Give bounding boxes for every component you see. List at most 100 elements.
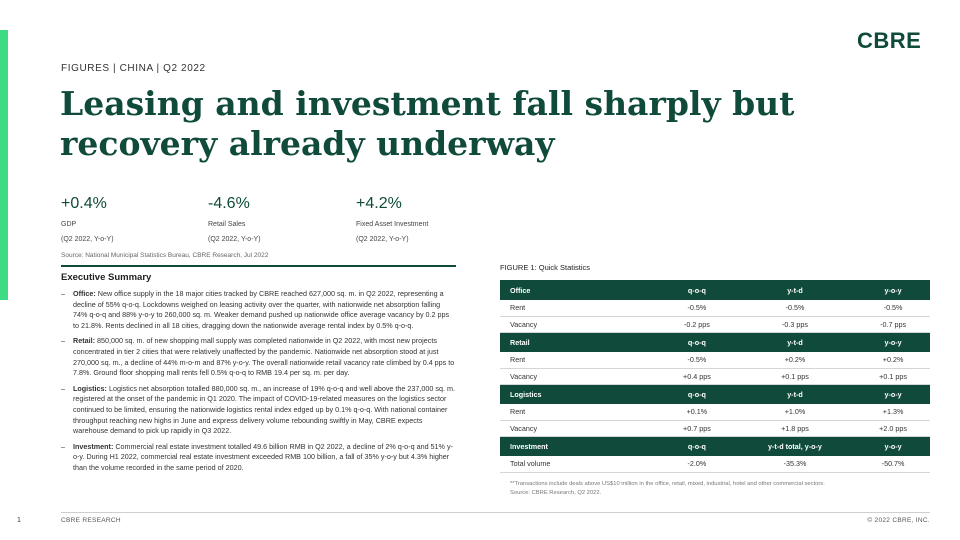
kicker: FIGURES | CHINA | Q2 2022 <box>61 63 206 74</box>
table-row: Rent +0.1% +1.0% +1.3% <box>500 404 930 421</box>
stat-value: +4.2% <box>356 195 402 212</box>
cell: +0.4 pps <box>660 368 734 385</box>
bullet-dash: – <box>61 289 65 298</box>
row-label: Rent <box>500 404 660 421</box>
section-title: Office <box>500 280 660 300</box>
section-heading: Executive Summary <box>61 272 152 283</box>
section-title: Retail <box>500 332 660 352</box>
bullet-text: Office: New office supply in the 18 majo… <box>73 289 456 331</box>
stat-retail-sales: -4.6% Retail Sales (Q2 2022, Y-o-Y) <box>208 195 261 243</box>
table-section-header: Investment q-o-q y-t-d total, y-o-y y-o-… <box>500 436 930 456</box>
column-header: y-o-y <box>856 436 930 456</box>
footer-left: CBRE RESEARCH <box>61 517 121 524</box>
table-section-header: Logistics q-o-q y-t-d y-o-y <box>500 384 930 404</box>
source-note: Source: National Municipal Statistics Bu… <box>61 252 269 259</box>
cell: +1.3% <box>856 404 930 421</box>
bullet-lead: Logistics: <box>73 383 107 393</box>
column-header: y-o-y <box>856 332 930 352</box>
cell: -0.5% <box>733 300 857 317</box>
column-header: y-o-y <box>856 280 930 300</box>
column-header: q-o-q <box>660 436 734 456</box>
divider <box>61 265 456 267</box>
stat-gdp: +0.4% GDP (Q2 2022, Y-o-Y) <box>61 195 114 243</box>
copyright: © 2022 CBRE, INC. <box>867 517 930 524</box>
quick-stats-table: Office q-o-q y-t-d y-o-y Rent -0.5% -0.5… <box>500 280 930 473</box>
stat-label: GDP <box>61 221 77 228</box>
accent-bar <box>0 30 8 300</box>
cell: -2.0% <box>660 456 734 473</box>
cell: +0.1 pps <box>856 368 930 385</box>
page-number: 1 <box>17 517 21 524</box>
column-header: y-t-d <box>733 332 857 352</box>
table-row: Total volume -2.0% -35.3% -50.7% <box>500 456 930 473</box>
section-title: Investment <box>500 436 660 456</box>
column-header: q-o-q <box>660 332 734 352</box>
table-section-header: Retail q-o-q y-t-d y-o-y <box>500 332 930 352</box>
list-item: – Logistics: Logistics net absorption to… <box>61 384 456 437</box>
table-row: Vacancy +0.7 pps +1.8 pps +2.0 pps <box>500 420 930 437</box>
cbre-logo: CBRE <box>857 28 922 53</box>
table-section-header: Office q-o-q y-t-d y-o-y <box>500 280 930 300</box>
cell: +2.0 pps <box>856 420 930 437</box>
bullet-dash: – <box>61 383 65 393</box>
column-header: y-t-d total, y-o-y <box>733 436 857 456</box>
list-item: – Investment: Commercial real estate inv… <box>61 442 456 474</box>
table-row: Rent -0.5% -0.5% -0.5% <box>500 300 930 317</box>
bullet-body: Logistics net absorption totalled 880,00… <box>73 383 455 436</box>
column-header: q-o-q <box>660 280 734 300</box>
row-label: Vacancy <box>500 368 660 385</box>
stat-label: Fixed Asset Investment <box>356 221 429 228</box>
list-item: – Office: New office supply in the 18 ma… <box>61 289 456 331</box>
cell: +1.0% <box>733 404 857 421</box>
cell: +0.1% <box>660 404 734 421</box>
cell: -0.7 pps <box>856 316 930 333</box>
stat-value: +0.4% <box>61 195 107 212</box>
column-header: y-o-y <box>856 384 930 404</box>
cell: +0.2% <box>733 352 857 369</box>
figure-label: FIGURE 1: Quick Statistics <box>500 263 591 272</box>
stat-fixed-asset-investment: +4.2% Fixed Asset Investment (Q2 2022, Y… <box>356 195 428 243</box>
cell: -0.3 pps <box>733 316 857 333</box>
stat-value: -4.6% <box>208 195 250 212</box>
row-label: Rent <box>500 352 660 369</box>
row-label: Total volume <box>500 456 660 473</box>
stat-label: Retail Sales <box>208 221 246 228</box>
page-title: Leasing and investment fall sharply but … <box>60 84 795 163</box>
column-header: y-t-d <box>733 384 857 404</box>
footnote-text: **Transactions include deals above US$10… <box>510 481 825 487</box>
bullet-text: Investment: Commercial real estate inves… <box>73 442 456 474</box>
bullet-body: Commercial real estate investment totall… <box>73 441 453 472</box>
cell: +0.7 pps <box>660 420 734 437</box>
row-label: Vacancy <box>500 316 660 333</box>
bullet-body: New office supply in the 18 major cities… <box>73 289 450 330</box>
row-label: Rent <box>500 300 660 317</box>
bullet-text: Logistics: Logistics net absorption tota… <box>73 384 456 437</box>
cell: -0.5% <box>660 300 734 317</box>
stat-sub: (Q2 2022, Y-o-Y) <box>356 236 409 243</box>
stat-sub: (Q2 2022, Y-o-Y) <box>61 236 114 243</box>
stat-sub: (Q2 2022, Y-o-Y) <box>208 236 261 243</box>
bullet-lead: Office: <box>73 289 96 298</box>
cell: -35.3% <box>733 456 857 473</box>
bullet-lead: Retail: <box>73 336 95 346</box>
row-label: Vacancy <box>500 420 660 437</box>
table-row: Vacancy -0.2 pps -0.3 pps -0.7 pps <box>500 316 930 333</box>
table-row: Vacancy +0.4 pps +0.1 pps +0.1 pps <box>500 368 930 385</box>
bullet-text: Retail: 850,000 sq. m. of new shopping m… <box>73 336 456 378</box>
cell: -50.7% <box>856 456 930 473</box>
section-title: Logistics <box>500 384 660 404</box>
table-row: Rent -0.5% +0.2% +0.2% <box>500 352 930 369</box>
column-header: q-o-q <box>660 384 734 404</box>
table-footnote: **Transactions include deals above US$10… <box>510 480 825 498</box>
footer-divider <box>61 512 930 513</box>
bullet-body: 850,000 sq. m. of new shopping mall supp… <box>73 336 455 378</box>
cell: -0.2 pps <box>660 316 734 333</box>
bullet-lead: Investment: <box>73 441 114 451</box>
column-header: y-t-d <box>733 280 857 300</box>
cell: +0.2% <box>856 352 930 369</box>
cell: +1.8 pps <box>733 420 857 437</box>
source-note: Source: CBRE Research, Q2 2022. <box>510 490 602 496</box>
executive-summary: Executive Summary – Office: New office s… <box>61 272 456 479</box>
bullet-dash: – <box>61 441 65 451</box>
cell: +0.1 pps <box>733 368 857 385</box>
